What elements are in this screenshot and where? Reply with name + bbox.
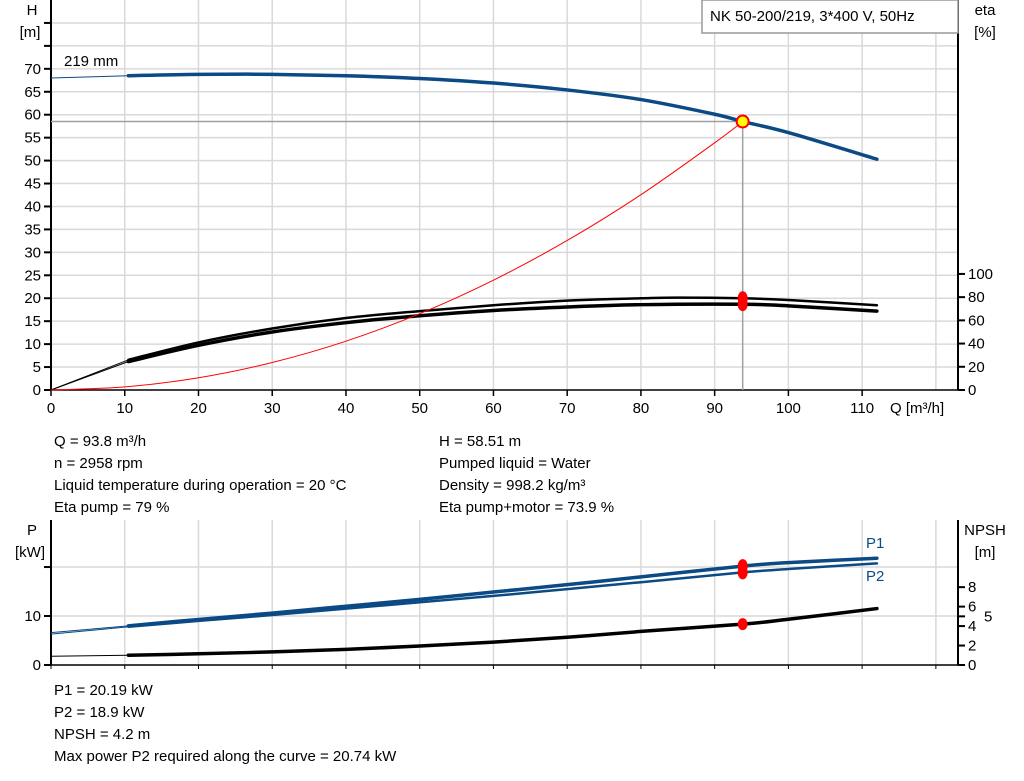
y-axis-unit: [kW] [15, 544, 45, 561]
curve-label-219mm: 219 mm [64, 53, 118, 70]
x-tick-label: 80 [633, 400, 650, 417]
y2-tick-label: 60 [968, 312, 985, 329]
y-axis-unit: [m] [20, 24, 41, 41]
x-tick-label: 50 [411, 400, 428, 417]
y2-tick-label: 8 [968, 579, 976, 596]
y-tick-label: 25 [24, 267, 41, 284]
y2-tick-label: 4 [968, 618, 976, 635]
curve-eta-pump-motor-extrapolated [50, 361, 129, 391]
marker-p2 [737, 565, 748, 580]
curve-eta-pump-motor [126, 302, 879, 364]
y2-tick-label: 2 [968, 638, 976, 655]
marker-eta-total [737, 297, 748, 312]
x-tick-label: 10 [116, 400, 133, 417]
y2-tick-label: 20 [968, 359, 985, 376]
y-tick-label: 60 [24, 107, 41, 124]
y-tick-label: 55 [24, 130, 41, 147]
x-tick-label: 30 [264, 400, 281, 417]
result-q: Q = 93.8 m³/h [54, 433, 146, 450]
y-tick-label: 20 [24, 290, 41, 307]
y-tick-label: 5 [33, 359, 41, 376]
curve-p2-extrapolated [50, 626, 129, 635]
x-tick-label: 40 [338, 400, 355, 417]
y2-axis-label: eta [975, 2, 997, 19]
y-tick-label: 70 [24, 61, 41, 78]
x-tick-label: 20 [190, 400, 207, 417]
power-npsh-chart: 0 10 0 2 456 8 P [kW] NPSH [m] P1 P2 [15, 520, 1006, 674]
x-tick-label: 100 [776, 400, 801, 417]
y-tick-label: 45 [24, 176, 41, 193]
result-eta-total: Eta pump+motor = 73.9 % [439, 499, 614, 516]
y-tick-label: 40 [24, 198, 41, 215]
pump-label: NK 50-200/219, 3*400 V, 50Hz [710, 8, 915, 25]
y-axis-label: H [27, 2, 38, 19]
curve-eta-pump [127, 296, 879, 362]
result-eta-pump: Eta pump = 79 % [54, 499, 170, 516]
y2-axis-unit: [m] [975, 544, 996, 561]
x-tick-label: 0 [47, 400, 55, 417]
x-tick-label: 90 [706, 400, 723, 417]
y2-tick-label: 5 [984, 608, 992, 625]
curve-system-curve [50, 121, 744, 391]
x-axis-label: Q [m³/h] [890, 400, 944, 417]
y2-tick-label: 100 [968, 266, 993, 283]
y-tick-label: 50 [24, 153, 41, 170]
result-temp: Liquid temperature during operation = 20… [54, 477, 347, 494]
y-tick-label: 10 [24, 336, 41, 353]
operating-point-marker [735, 114, 750, 129]
x-tick-label: 110 [850, 400, 874, 417]
y-tick-label: 65 [24, 84, 41, 101]
y-tick-label: 30 [24, 244, 41, 261]
curve-label-p2: P2 [866, 568, 884, 585]
y2-tick-label: 80 [968, 289, 985, 306]
y-tick-label: 0 [33, 657, 41, 674]
y-tick-label: 0 [33, 382, 41, 399]
result-p1: P1 = 20.19 kW [54, 682, 154, 699]
y-tick-label: 35 [24, 221, 41, 238]
pump-label-box: NK 50-200/219, 3*400 V, 50Hz [701, 0, 959, 34]
x-tick-label: 70 [559, 400, 576, 417]
y2-tick-label: 0 [968, 657, 976, 674]
curve-p2 [127, 562, 879, 629]
y2-tick-label: 40 [968, 336, 985, 353]
result-n: n = 2958 rpm [54, 455, 143, 472]
result-density: Density = 998.2 kg/m³ [439, 477, 585, 494]
y-tick-label: 15 [24, 313, 41, 330]
curve-label-p1: P1 [866, 535, 884, 552]
x-tick-label: 60 [485, 400, 502, 417]
results-panel: Q = 93.8 m³/h n = 2958 rpm Liquid temper… [54, 433, 614, 765]
y-axis-label: P [27, 522, 37, 539]
head-efficiency-chart: 0510152025303540455055606570020406080100… [20, 0, 997, 417]
curve-npsh [126, 606, 879, 658]
curve-p1 [126, 556, 879, 628]
result-npsh: NPSH = 4.2 m [54, 726, 150, 743]
result-max-p2: Max power P2 required along the curve = … [54, 748, 397, 765]
result-liquid: Pumped liquid = Water [439, 455, 591, 472]
y2-axis-unit: [%] [974, 24, 996, 41]
result-p2: P2 = 18.9 kW [54, 704, 145, 721]
y2-tick-label: 6 [968, 599, 976, 616]
marker-npsh [737, 618, 748, 631]
y2-tick-label: 0 [968, 382, 976, 399]
curve-h-extrapolated [50, 75, 129, 79]
y2-axis-label: NPSH [964, 522, 1006, 539]
y-tick-label: 10 [24, 608, 41, 625]
curve-h [126, 72, 879, 161]
curve-npsh-extrapolated [50, 654, 129, 657]
curve-p1-extrapolated [50, 625, 129, 634]
result-h: H = 58.51 m [439, 433, 521, 450]
